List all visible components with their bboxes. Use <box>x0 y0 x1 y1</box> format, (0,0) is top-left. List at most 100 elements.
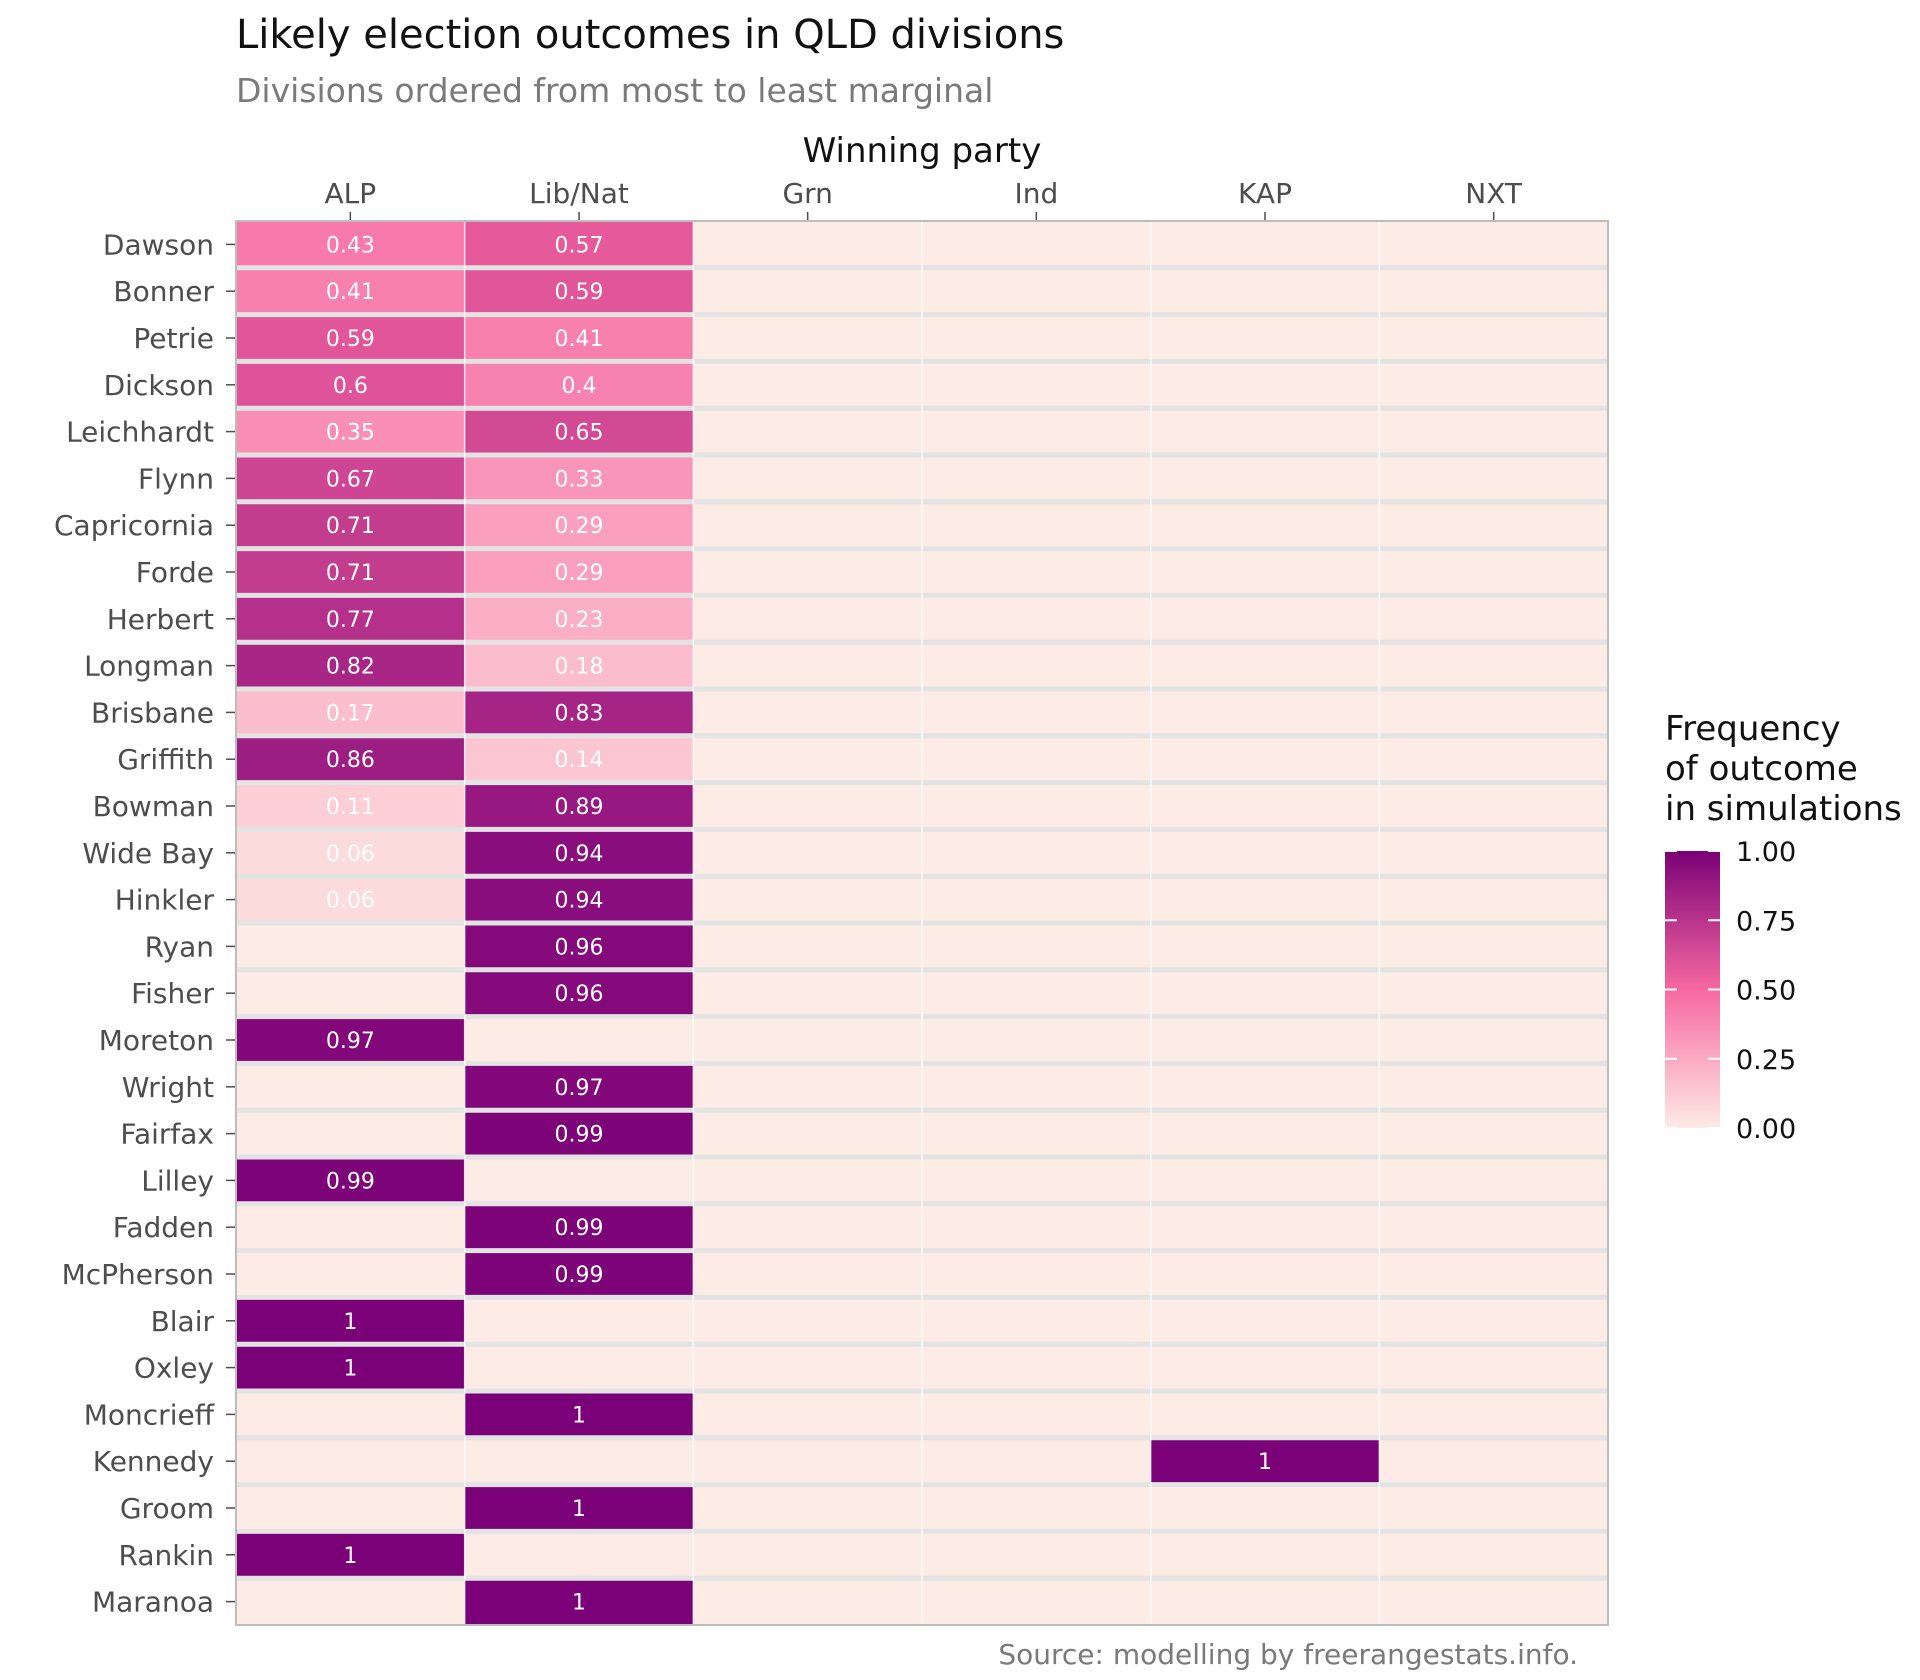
legend-tick-label: 0.75 <box>1736 906 1796 937</box>
chart-title: Likely election outcomes in QLD division… <box>236 12 1064 58</box>
heatmap-cell-griffith-lib-nat <box>464 735 694 783</box>
y-tick-label-oxley: Oxley <box>134 1352 214 1385</box>
chart-subtitle: Divisions ordered from most to least mar… <box>236 71 993 110</box>
heatmap-cell-petrie-alp <box>236 314 465 362</box>
y-tick-label-petrie: Petrie <box>133 322 214 355</box>
cell-label-capricornia-lib-nat: 0.29 <box>555 514 604 539</box>
y-tick-label-dawson: Dawson <box>103 228 214 261</box>
y-tick-label-herbert: Herbert <box>107 603 214 636</box>
y-tick-label-lilley: Lilley <box>141 1164 214 1197</box>
heatmap-cell-flynn-lib-nat <box>464 455 694 502</box>
y-tick-label-ryan: Ryan <box>145 930 214 963</box>
heatmap-cell-capricornia-alp <box>236 501 465 549</box>
cell-label-lilley-alp: 0.99 <box>326 1169 375 1194</box>
cell-label-wide-bay-alp: 0.06 <box>326 842 375 867</box>
heatmap-cell-oxley-alp <box>236 1344 465 1391</box>
cell-label-petrie-alp: 0.59 <box>326 327 375 352</box>
legend-title-line-2: of outcome <box>1665 749 1858 789</box>
heatmap-cell-bonner-lib-nat <box>464 267 694 315</box>
cell-label-hinkler-alp: 0.06 <box>326 889 375 914</box>
y-tick-label-maranoa: Maranoa <box>92 1586 214 1619</box>
heatmap-cell-fairfax-lib-nat <box>464 1110 694 1157</box>
legend-tick-label: 0.50 <box>1736 976 1796 1007</box>
heatmap-cell-wright-lib-nat <box>464 1063 694 1111</box>
cell-label-longman-lib-nat: 0.18 <box>555 655 604 680</box>
chart-caption: Source: modelling by freerangestats.info… <box>998 1638 1578 1671</box>
cell-label-wide-bay-lib-nat: 0.94 <box>555 842 604 867</box>
heatmap-cell-herbert-alp <box>236 595 465 643</box>
heatmap-cell-lilley-alp <box>236 1157 465 1204</box>
cell-label-dickson-alp: 0.6 <box>333 374 368 399</box>
cell-label-mcpherson-lib-nat: 0.99 <box>555 1263 604 1288</box>
heatmap-cell-brisbane-alp <box>236 689 465 736</box>
heatmap-cell-moreton-alp <box>236 1016 465 1064</box>
cell-label-griffith-lib-nat: 0.14 <box>555 748 604 773</box>
heatmap-cell-moncrieff-lib-nat <box>464 1391 694 1438</box>
y-tick-label-bowman: Bowman <box>93 790 214 823</box>
legend-ticks: 1.00 0.75 0.50 0.25 0.00 <box>1665 837 1796 1145</box>
cell-label-flynn-alp: 0.67 <box>326 467 375 492</box>
heatmap-cell-wide-bay-lib-nat <box>464 829 694 877</box>
y-tick-label-dickson: Dickson <box>104 369 214 402</box>
y-tick-label-mcpherson: McPherson <box>62 1258 214 1291</box>
legend-tick-label: 0.25 <box>1736 1045 1796 1076</box>
y-tick-label-moncrieff: Moncrieff <box>84 1398 215 1431</box>
heatmap-cell-hinkler-alp <box>236 876 465 923</box>
y-tick-label-wright: Wright <box>122 1071 214 1104</box>
heatmap-cell-leichhardt-lib-nat <box>464 408 694 455</box>
x-tick-label-kap: KAP <box>1238 177 1292 210</box>
cell-label-oxley-alp: 1 <box>343 1357 357 1382</box>
cell-label-maranoa-lib-nat: 1 <box>572 1591 586 1616</box>
y-tick-label-fadden: Fadden <box>113 1211 214 1244</box>
y-tick-label-moreton: Moreton <box>99 1024 214 1057</box>
cell-label-wright-lib-nat: 0.97 <box>555 1076 604 1101</box>
cell-label-bonner-lib-nat: 0.59 <box>555 280 604 305</box>
cell-label-rankin-alp: 1 <box>343 1544 357 1569</box>
heatmap-cell-dawson-lib-nat <box>464 221 694 268</box>
legend-title-line-3: in simulations <box>1665 789 1902 829</box>
heatmap-cells <box>236 221 1380 1625</box>
heatmap-cell-rankin-alp <box>236 1531 465 1579</box>
y-tick-label-groom: Groom <box>120 1492 214 1525</box>
cell-label-fairfax-lib-nat: 0.99 <box>555 1123 604 1148</box>
y-tick-label-bonner: Bonner <box>113 275 214 308</box>
heatmap-cell-mcpherson-lib-nat <box>464 1250 694 1298</box>
cell-label-brisbane-lib-nat: 0.83 <box>555 701 604 726</box>
heatmap-cell-bonner-alp <box>236 267 465 315</box>
heatmap-cell-dickson-alp <box>236 361 465 409</box>
heatmap-cell-groom-lib-nat <box>464 1484 694 1532</box>
x-tick-label-alp: ALP <box>325 177 377 210</box>
cell-label-bowman-alp: 0.11 <box>326 795 375 820</box>
cell-label-forde-lib-nat: 0.29 <box>555 561 604 586</box>
y-tick-label-fisher: Fisher <box>131 977 214 1010</box>
cell-label-leichhardt-alp: 0.35 <box>326 421 375 446</box>
y-tick-label-leichhardt: Leichhardt <box>66 416 214 449</box>
cell-label-brisbane-alp: 0.17 <box>326 701 375 726</box>
heatmap-cell-longman-alp <box>236 642 465 689</box>
y-tick-label-fairfax: Fairfax <box>120 1118 214 1151</box>
cell-label-griffith-alp: 0.86 <box>326 748 375 773</box>
cell-label-dawson-lib-nat: 0.57 <box>555 233 604 258</box>
heatmap-cell-fisher-lib-nat <box>464 969 694 1017</box>
heatmap-cell-leichhardt-alp <box>236 408 465 455</box>
heatmap-cell-hinkler-lib-nat <box>464 876 694 923</box>
y-tick-label-capricornia: Capricornia <box>54 509 214 542</box>
cell-labels: 0.43 0.57 0.41 0.59 0.59 0.41 0.6 0.4 0.35 0.65 0.… <box>326 233 1272 1615</box>
cell-label-groom-lib-nat: 1 <box>572 1497 586 1522</box>
cell-label-leichhardt-lib-nat: 0.65 <box>555 421 604 446</box>
x-tick-label-grn: Grn <box>782 177 832 210</box>
cell-label-moreton-alp: 0.97 <box>326 1029 375 1054</box>
heatmap-cell-flynn-alp <box>236 455 465 502</box>
heatmap-cell-longman-lib-nat <box>464 642 694 689</box>
legend-tick-label: 1.00 <box>1736 837 1796 868</box>
heatmap-cell-brisbane-lib-nat <box>464 689 694 736</box>
cell-label-bonner-alp: 0.41 <box>326 280 375 305</box>
y-tick-label-flynn: Flynn <box>138 462 214 495</box>
y-tick-label-wide-bay: Wide Bay <box>82 837 214 870</box>
heatmap-cell-herbert-lib-nat <box>464 595 694 643</box>
cell-label-fadden-lib-nat: 0.99 <box>555 1216 604 1241</box>
heatmap-cell-griffith-alp <box>236 735 465 783</box>
heatmap-cell-wide-bay-alp <box>236 829 465 877</box>
x-axis-title: Winning party <box>803 131 1042 171</box>
heatmap-cell-fadden-lib-nat <box>464 1203 694 1251</box>
